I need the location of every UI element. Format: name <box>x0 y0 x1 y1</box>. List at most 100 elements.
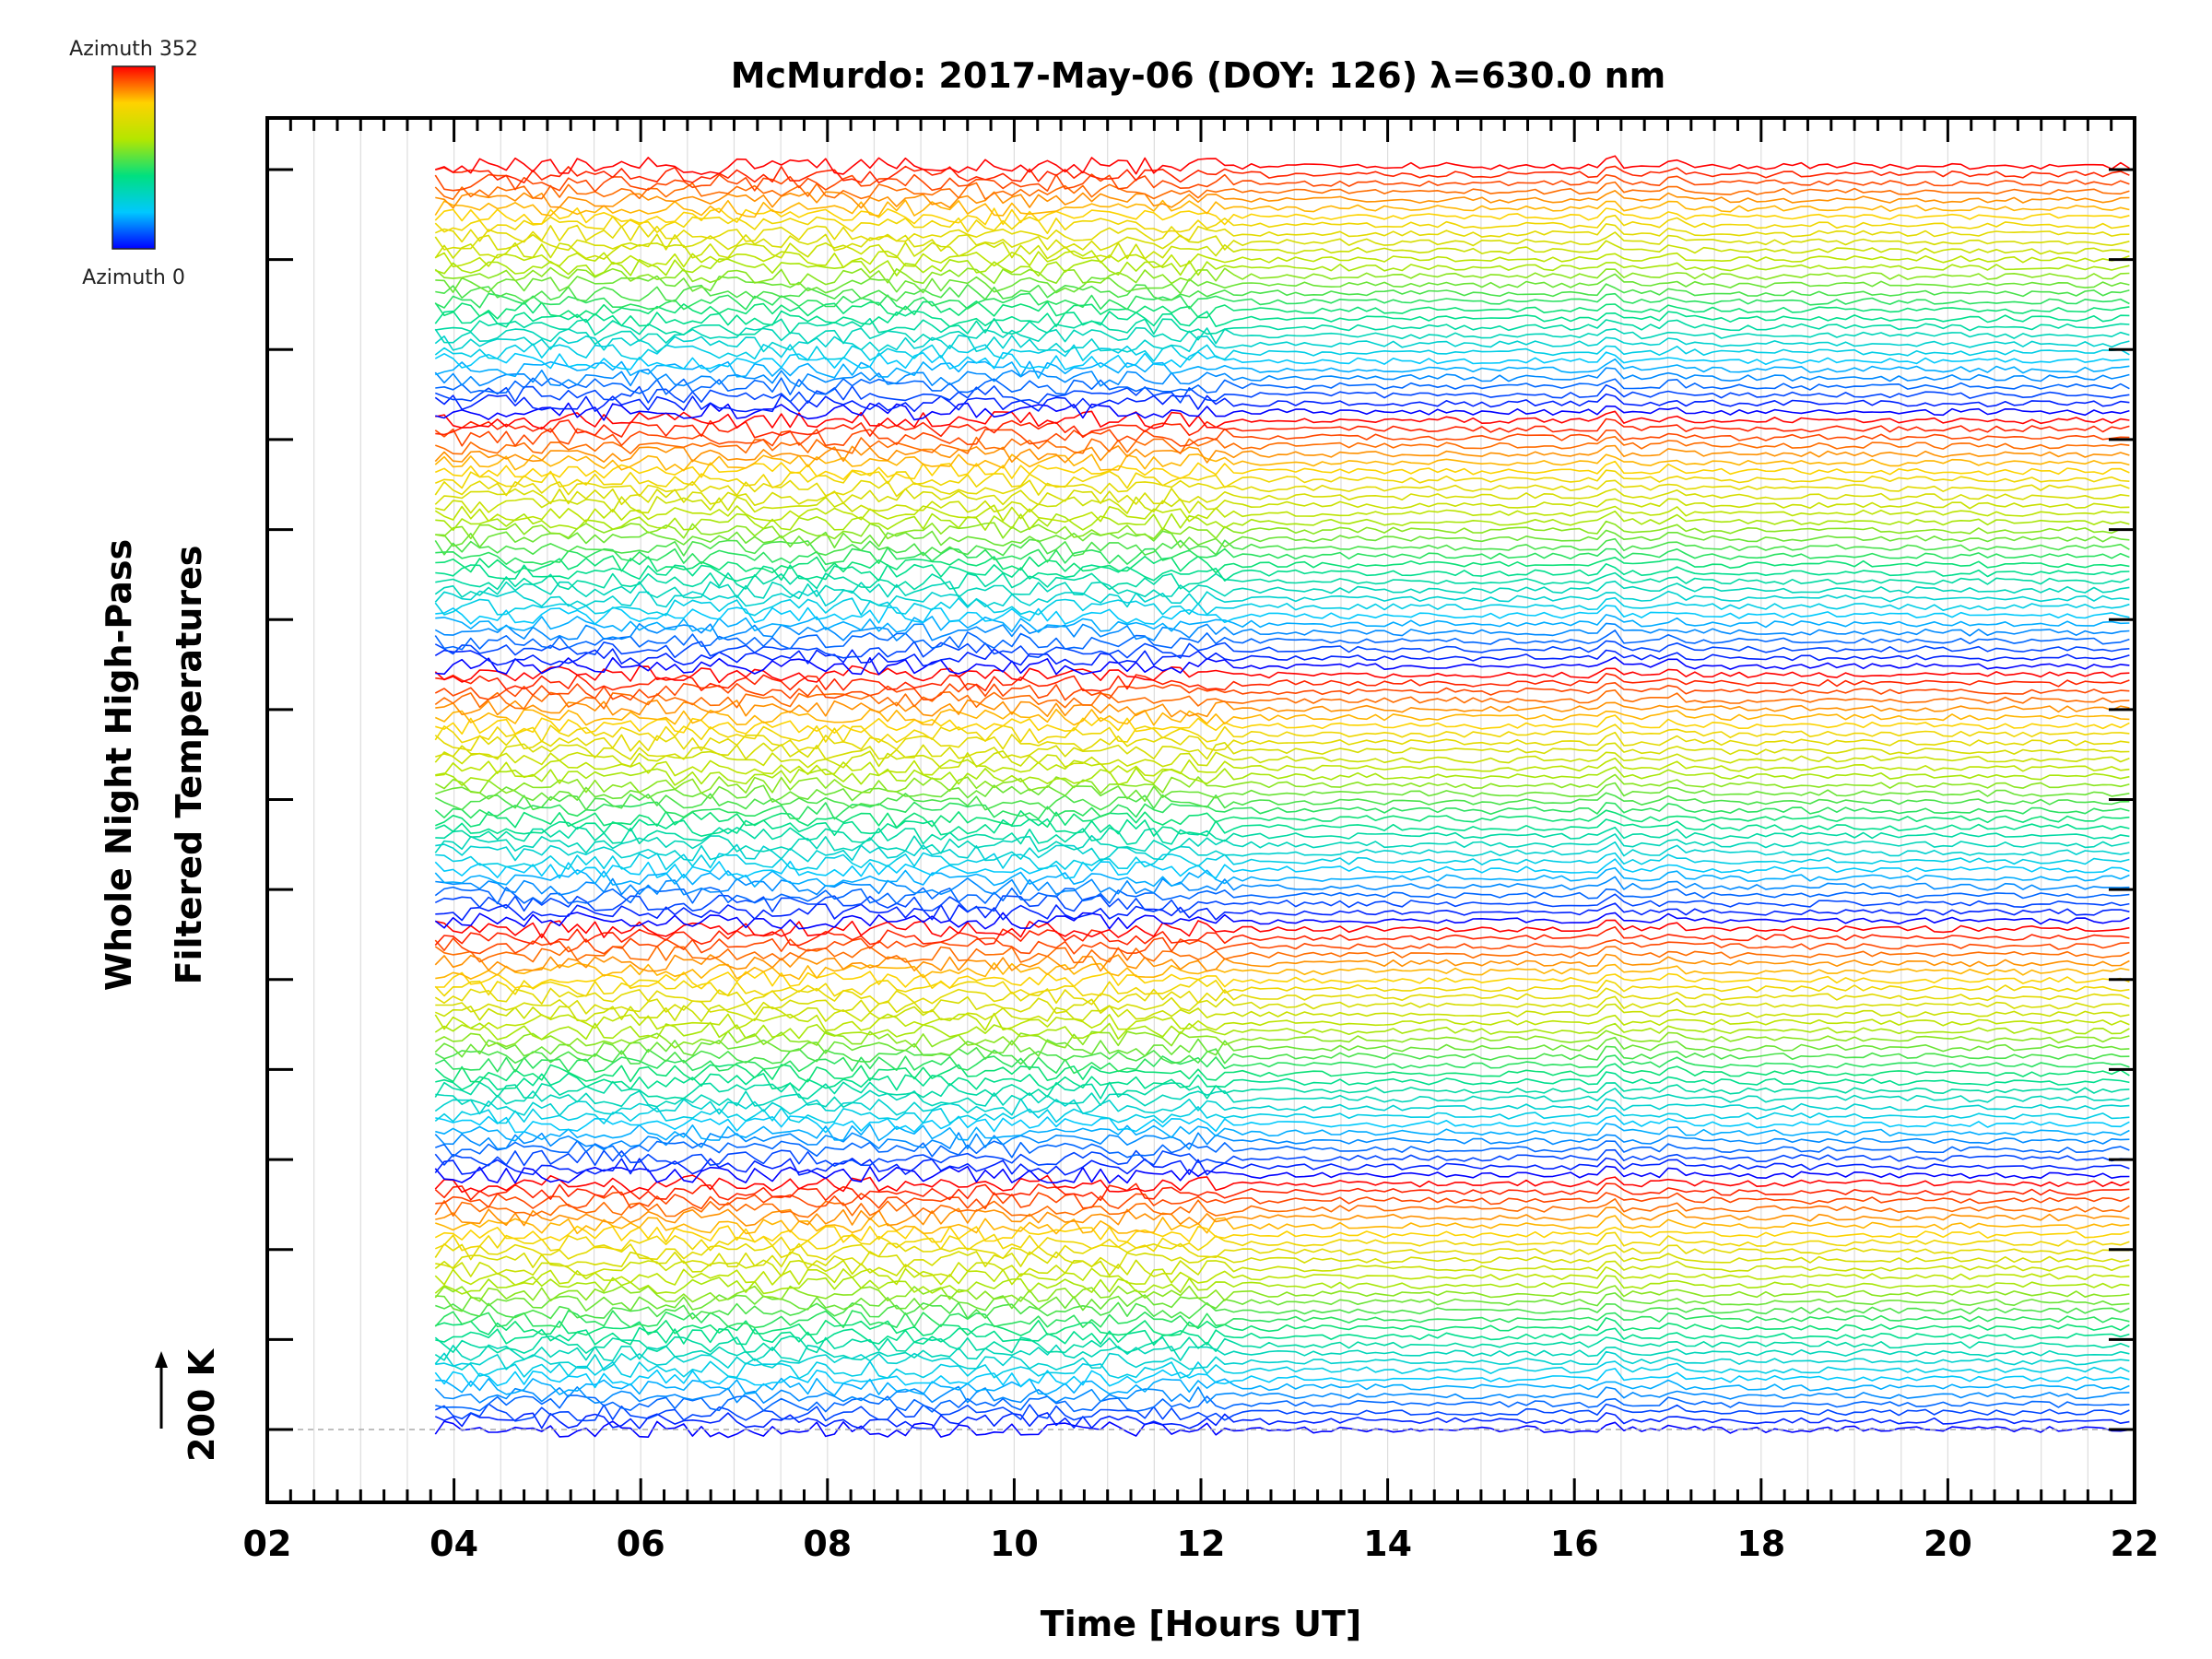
series-line <box>435 656 2130 676</box>
series-line <box>434 343 2130 362</box>
series-line <box>434 866 2130 888</box>
x-tick-label: 12 <box>1177 1524 1226 1564</box>
scale-bar-arrow <box>155 1351 168 1368</box>
series-line <box>434 367 2130 388</box>
series-line <box>434 1148 2130 1167</box>
series-line <box>434 1344 2130 1362</box>
series-line <box>435 902 2130 922</box>
series-line <box>434 833 2130 854</box>
series-line <box>434 1182 2130 1202</box>
series-line <box>435 529 2130 549</box>
series-line <box>434 1174 2130 1194</box>
series-line <box>435 1251 2130 1270</box>
series-line <box>435 165 2130 183</box>
series-line <box>434 792 2130 811</box>
series-line <box>435 190 2130 209</box>
series-line <box>435 273 2130 295</box>
series-line <box>434 1157 2130 1176</box>
series-line <box>434 393 2130 413</box>
series-line <box>434 1165 2130 1184</box>
series-line <box>434 589 2130 608</box>
series-line <box>434 1266 2130 1287</box>
series-line <box>434 724 2130 744</box>
colorbar-top-label: Azimuth 352 <box>69 38 198 61</box>
scale-bar: 200 K <box>155 1347 222 1462</box>
series-line <box>435 547 2130 566</box>
series-line <box>434 1310 2130 1329</box>
series-line <box>435 562 2130 582</box>
series-line <box>434 181 2130 200</box>
series-line <box>434 953 2130 972</box>
series-line <box>435 741 2130 760</box>
series-line <box>434 1198 2130 1218</box>
series-line <box>435 714 2130 735</box>
x-tick-label: 04 <box>429 1524 478 1564</box>
colorbar-bottom-label: Azimuth 0 <box>82 266 185 289</box>
series-line <box>434 886 2130 905</box>
series-line <box>434 223 2130 243</box>
series-line <box>434 688 2130 710</box>
series-line <box>434 801 2130 820</box>
series-line <box>434 292 2130 311</box>
x-tick-label: 22 <box>2111 1524 2159 1564</box>
series-line <box>435 826 2130 845</box>
series-line <box>434 1132 2130 1151</box>
series-line <box>435 614 2130 633</box>
series-line <box>434 1385 2130 1404</box>
x-tick-label: 20 <box>1924 1524 1972 1564</box>
x-tick-label: 10 <box>990 1524 1039 1564</box>
series-line <box>435 1360 2130 1380</box>
chart-title: McMurdo: 2017-May-06 (DOY: 126) λ=630.0 … <box>731 55 1666 96</box>
series-line <box>434 1231 2130 1253</box>
series-line <box>434 504 2130 524</box>
series-line <box>435 1071 2130 1092</box>
series-line <box>434 945 2130 964</box>
series-line <box>434 708 2130 726</box>
series-line <box>434 300 2130 320</box>
series-line <box>434 334 2130 353</box>
x-tick-label: 18 <box>1736 1524 1785 1564</box>
series-line <box>434 912 2130 930</box>
series-line <box>434 351 2130 371</box>
series-line <box>434 173 2130 193</box>
series-line <box>435 1394 2130 1413</box>
series-line <box>434 1045 2130 1065</box>
y-axis-title-line2: Filtered Temperatures <box>169 546 209 985</box>
series-line <box>434 1225 2130 1243</box>
series-line <box>434 1012 2130 1031</box>
series-line <box>435 383 2130 405</box>
series-line <box>435 1292 2130 1312</box>
series-line <box>434 1080 2130 1100</box>
series-line <box>434 214 2130 234</box>
colorbar <box>112 65 156 250</box>
series-line <box>435 520 2130 540</box>
x-tick-label: 06 <box>617 1524 665 1564</box>
series-line <box>434 1335 2130 1354</box>
scale-bar-label: 200 K <box>182 1347 222 1462</box>
series-line <box>435 155 2130 175</box>
series-lines <box>434 155 2130 1439</box>
series-line <box>434 1275 2130 1295</box>
series-line <box>434 537 2130 557</box>
series-line <box>434 1242 2130 1261</box>
series-line <box>434 231 2130 253</box>
series-line <box>434 460 2130 481</box>
x-tick-labels: 02 04 06 08 10 12 14 16 18 20 22 <box>243 1524 2159 1564</box>
series-line <box>434 622 2130 641</box>
series-line <box>434 453 2130 472</box>
series-line <box>434 665 2130 684</box>
series-line <box>435 571 2130 591</box>
plot-frame <box>265 116 2136 1504</box>
series-line <box>434 207 2130 226</box>
series-line <box>435 818 2130 838</box>
series-line <box>435 852 2130 871</box>
series-line <box>435 1206 2130 1227</box>
series-line <box>434 858 2130 879</box>
series-line <box>435 283 2130 302</box>
series-line <box>435 317 2130 336</box>
series-line <box>434 1021 2130 1041</box>
series-line <box>434 1036 2130 1058</box>
series-line <box>434 1412 2130 1430</box>
series-line <box>435 377 2130 395</box>
series-line <box>435 672 2130 692</box>
